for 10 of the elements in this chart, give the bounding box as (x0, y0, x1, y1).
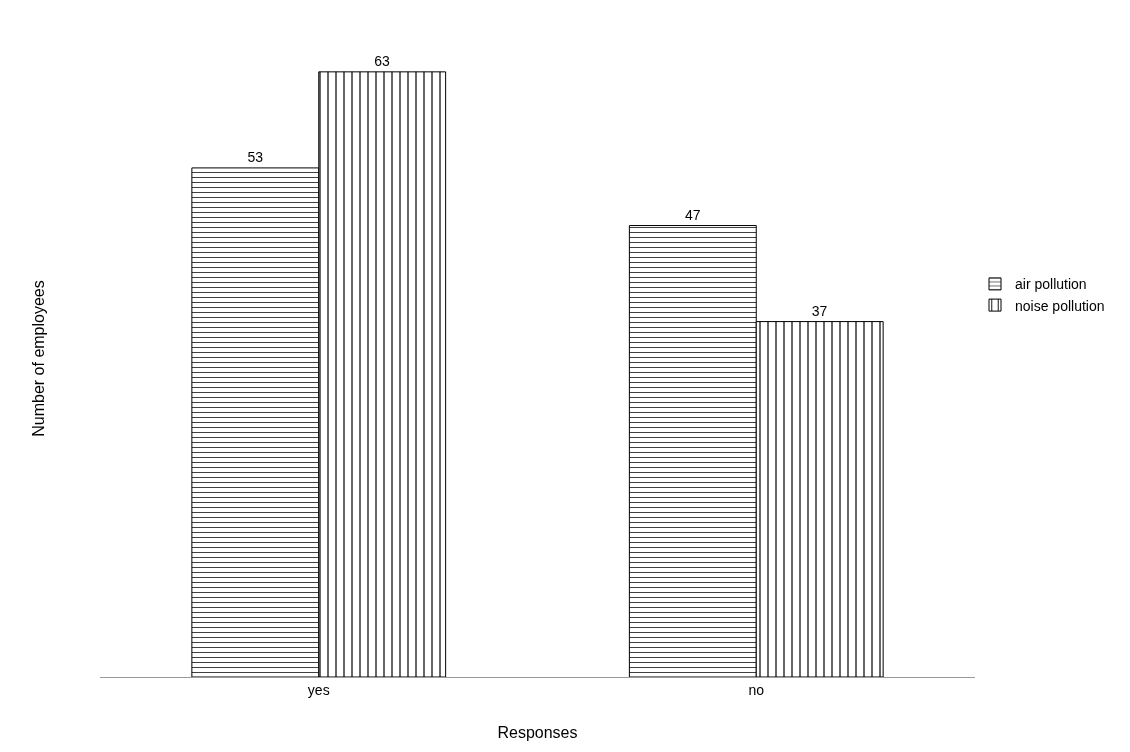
data-label: 47 (684, 206, 701, 223)
x-tick-label: no (748, 681, 765, 698)
x-tick-label: yes (307, 681, 330, 698)
data-label: 63 (374, 52, 391, 69)
data-label: 37 (811, 302, 828, 319)
text: air pollution (1015, 276, 1087, 293)
y-axis-title: Number of employees (29, 280, 47, 437)
x-axis-title: Responses (497, 724, 578, 742)
data-label: 53 (247, 148, 264, 165)
text: noise pollution (1015, 297, 1105, 314)
